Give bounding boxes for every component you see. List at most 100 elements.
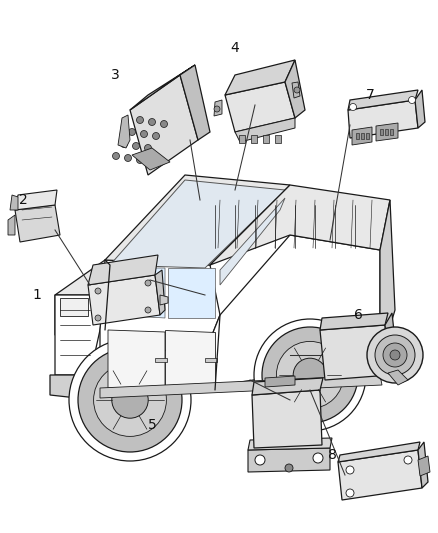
Polygon shape bbox=[248, 438, 332, 450]
Polygon shape bbox=[113, 268, 165, 318]
Circle shape bbox=[404, 456, 412, 464]
Polygon shape bbox=[225, 60, 295, 95]
Circle shape bbox=[346, 466, 354, 474]
Polygon shape bbox=[220, 198, 285, 285]
Circle shape bbox=[276, 342, 343, 409]
Polygon shape bbox=[100, 275, 107, 290]
Polygon shape bbox=[55, 295, 105, 340]
Circle shape bbox=[350, 103, 357, 110]
Circle shape bbox=[313, 453, 323, 463]
Polygon shape bbox=[118, 115, 130, 148]
Circle shape bbox=[152, 133, 159, 140]
Text: 3: 3 bbox=[111, 68, 120, 82]
Polygon shape bbox=[352, 127, 372, 145]
Polygon shape bbox=[100, 375, 382, 398]
Polygon shape bbox=[132, 148, 170, 170]
Bar bbox=[385, 129, 388, 135]
Circle shape bbox=[95, 288, 101, 294]
Polygon shape bbox=[338, 442, 420, 462]
Polygon shape bbox=[160, 295, 168, 305]
Polygon shape bbox=[225, 82, 295, 132]
Bar bbox=[205, 358, 217, 362]
Polygon shape bbox=[418, 442, 428, 488]
Bar bbox=[239, 135, 245, 143]
Polygon shape bbox=[155, 270, 165, 315]
Polygon shape bbox=[165, 330, 215, 390]
Polygon shape bbox=[168, 268, 215, 318]
Circle shape bbox=[160, 120, 167, 127]
Polygon shape bbox=[210, 185, 390, 265]
Polygon shape bbox=[8, 215, 15, 235]
Circle shape bbox=[95, 315, 101, 321]
Bar bbox=[155, 358, 167, 362]
Bar bbox=[251, 135, 257, 143]
Circle shape bbox=[145, 307, 151, 313]
Text: 5: 5 bbox=[148, 418, 156, 432]
Circle shape bbox=[262, 327, 358, 423]
Polygon shape bbox=[214, 100, 222, 116]
Circle shape bbox=[285, 464, 293, 472]
Circle shape bbox=[148, 118, 155, 125]
Text: 1: 1 bbox=[32, 288, 42, 302]
Circle shape bbox=[78, 348, 182, 452]
Polygon shape bbox=[235, 118, 295, 142]
Text: 6: 6 bbox=[353, 308, 362, 322]
Bar bbox=[366, 133, 369, 139]
Polygon shape bbox=[105, 175, 290, 265]
Polygon shape bbox=[55, 295, 105, 375]
Polygon shape bbox=[100, 260, 220, 390]
Text: 7: 7 bbox=[366, 88, 374, 102]
Circle shape bbox=[145, 144, 152, 151]
Circle shape bbox=[141, 131, 148, 138]
Polygon shape bbox=[88, 255, 158, 285]
Polygon shape bbox=[265, 376, 295, 387]
Circle shape bbox=[255, 455, 265, 465]
Circle shape bbox=[346, 489, 354, 497]
Circle shape bbox=[367, 327, 423, 383]
Bar bbox=[380, 129, 383, 135]
Circle shape bbox=[375, 335, 415, 375]
Polygon shape bbox=[180, 65, 210, 140]
Circle shape bbox=[124, 155, 131, 161]
Polygon shape bbox=[88, 275, 160, 325]
Circle shape bbox=[128, 128, 135, 135]
Circle shape bbox=[137, 157, 144, 164]
Circle shape bbox=[409, 96, 416, 103]
Bar bbox=[361, 133, 364, 139]
Bar bbox=[356, 133, 359, 139]
Circle shape bbox=[69, 339, 191, 461]
Polygon shape bbox=[385, 313, 398, 375]
Polygon shape bbox=[50, 375, 100, 400]
Text: 8: 8 bbox=[328, 448, 336, 462]
Polygon shape bbox=[285, 60, 305, 118]
Polygon shape bbox=[15, 190, 57, 210]
Text: 2: 2 bbox=[19, 193, 27, 207]
Polygon shape bbox=[248, 448, 330, 472]
Polygon shape bbox=[130, 75, 198, 175]
Polygon shape bbox=[55, 260, 210, 310]
Circle shape bbox=[294, 87, 300, 93]
Polygon shape bbox=[110, 180, 285, 268]
Circle shape bbox=[145, 280, 151, 286]
Bar bbox=[263, 135, 269, 143]
Polygon shape bbox=[252, 378, 323, 395]
Polygon shape bbox=[292, 82, 300, 98]
Circle shape bbox=[113, 152, 120, 159]
Circle shape bbox=[112, 382, 148, 418]
Polygon shape bbox=[10, 195, 18, 210]
Circle shape bbox=[214, 106, 220, 112]
Polygon shape bbox=[15, 205, 60, 242]
Circle shape bbox=[390, 350, 400, 360]
Polygon shape bbox=[190, 235, 380, 390]
Bar bbox=[60, 298, 88, 316]
Circle shape bbox=[137, 117, 144, 124]
Polygon shape bbox=[388, 370, 408, 385]
Circle shape bbox=[133, 142, 139, 149]
Polygon shape bbox=[338, 450, 422, 500]
Circle shape bbox=[254, 319, 366, 431]
Polygon shape bbox=[320, 325, 390, 380]
Polygon shape bbox=[418, 456, 430, 476]
Polygon shape bbox=[380, 200, 395, 360]
Circle shape bbox=[120, 141, 127, 148]
Polygon shape bbox=[252, 390, 322, 448]
